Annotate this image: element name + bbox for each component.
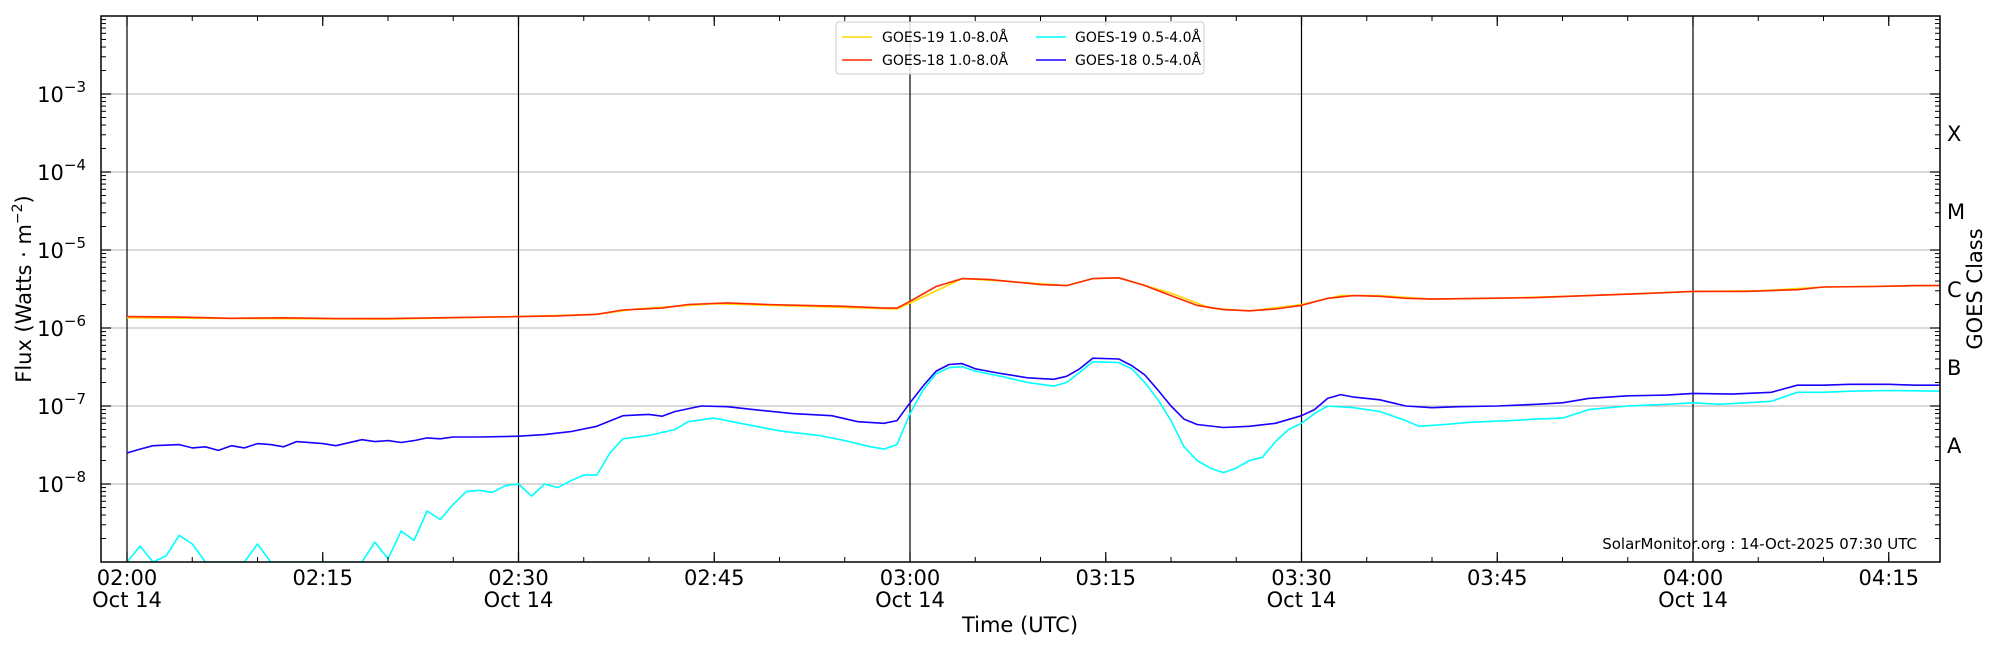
x-tick-label: 04:00 — [1663, 566, 1724, 590]
y-axis-title: Flux (Watts · m−2) — [10, 195, 36, 383]
legend-label-goes19-long: GOES-19 1.0-8.0Å — [882, 29, 1008, 46]
plot-frame — [100, 15, 1941, 563]
x-tick-date: Oct 14 — [1658, 588, 1728, 612]
goes-class-labels: X M C B A — [1947, 122, 1965, 458]
x-tick-label: 02:15 — [292, 566, 353, 590]
x-tick-label: 03:00 — [880, 566, 941, 590]
watermark-text: SolarMonitor.org : 14-Oct-2025 07:30 UTC — [1602, 535, 1917, 553]
x-tick-label: 03:15 — [1075, 566, 1136, 590]
x-tick-date: Oct 14 — [1267, 588, 1337, 612]
goes-class-M: M — [1947, 200, 1965, 224]
grid-layer — [101, 93, 1940, 485]
legend: GOES-19 1.0-8.0Å GOES-18 1.0-8.0Å GOES-1… — [835, 21, 1205, 75]
y-tick-label: 10−4 — [37, 156, 86, 185]
series-layer — [126, 277, 1940, 562]
x-tick-label: 03:45 — [1467, 566, 1528, 590]
goes-class-B: B — [1947, 356, 1961, 380]
x-tick-label: 02:45 — [684, 566, 745, 590]
tick-layer — [101, 16, 1940, 562]
y-tick-label: 10−6 — [37, 312, 86, 341]
x-tick-label: 03:30 — [1271, 566, 1332, 590]
y-tick-labels: 10−8 10−7 10−6 10−5 10−4 10−3 — [37, 78, 86, 497]
y-tick-label: 10−5 — [37, 234, 86, 263]
legend-label-goes18-short: GOES-18 0.5-4.0Å — [1075, 52, 1201, 69]
y2-axis-title: GOES Class — [1963, 228, 1987, 349]
x-tick-date: Oct 14 — [484, 588, 554, 612]
legend-label-goes18-long: GOES-18 1.0-8.0Å — [882, 52, 1008, 69]
y-tick-label: 10−3 — [37, 78, 86, 107]
x-tick-label: 02:00 — [97, 566, 158, 590]
series-line-3 — [126, 357, 1940, 454]
y-tick-label: 10−8 — [37, 468, 86, 497]
day-vertical-lines — [126, 16, 1694, 562]
x-tick-date: Oct 14 — [92, 588, 162, 612]
series-line-1 — [126, 277, 1940, 320]
x-tick-date: Oct 14 — [875, 588, 945, 612]
goes-class-X: X — [1947, 122, 1961, 146]
goes-class-A: A — [1947, 434, 1962, 458]
x-axis-title: Time (UTC) — [961, 613, 1078, 637]
legend-label-goes19-short: GOES-19 0.5-4.0Å — [1075, 29, 1201, 46]
goes-class-C: C — [1947, 278, 1962, 302]
x-tick-label: 02:30 — [488, 566, 549, 590]
series-line-2 — [126, 360, 1940, 562]
x-tick-label: 04:15 — [1858, 566, 1919, 590]
legend-frame — [835, 21, 1205, 75]
y-tick-label: 10−7 — [37, 390, 86, 419]
